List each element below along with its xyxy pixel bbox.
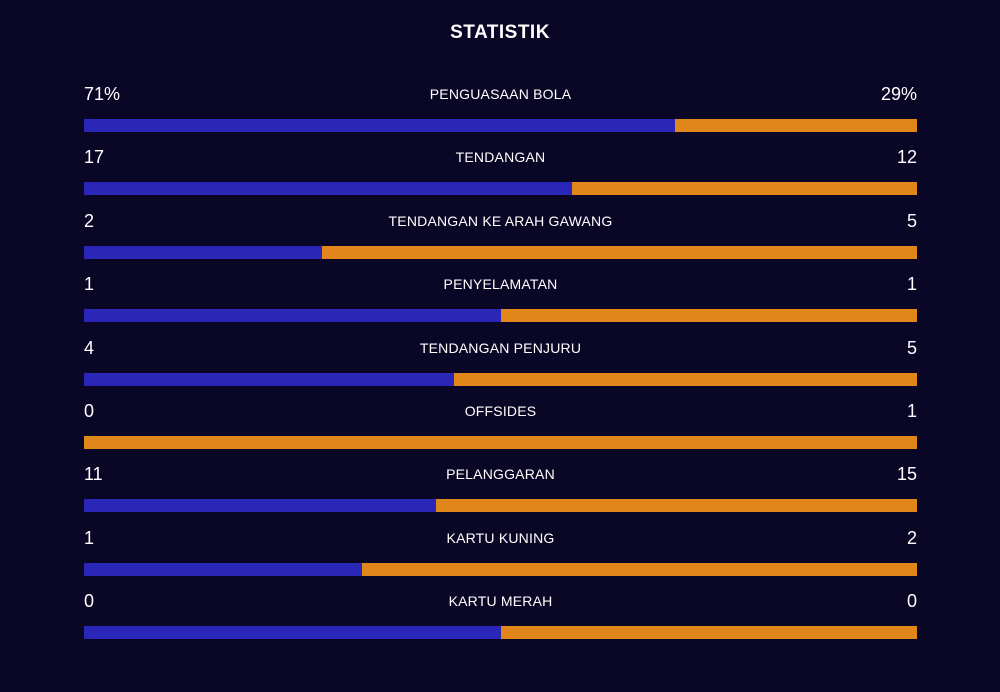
stat-label: PELANGGARAN bbox=[446, 466, 555, 483]
home-value: 1 bbox=[84, 527, 95, 548]
stat-row: 1 KARTU KUNING 2 bbox=[84, 524, 917, 587]
away-value: 0 bbox=[906, 591, 917, 612]
stat-bar bbox=[84, 499, 917, 513]
stat-label: OFFSIDES bbox=[464, 402, 537, 419]
stat-label: TENDANGAN KE ARAH GAWANG bbox=[388, 212, 613, 229]
away-bar-segment bbox=[361, 562, 917, 576]
home-bar-segment bbox=[84, 499, 437, 513]
away-bar-segment bbox=[454, 372, 917, 386]
stat-row: 71% PENGUASAAN BOLA 29% bbox=[84, 80, 917, 143]
stat-row: 4 TENDANGAN PENJURU 5 bbox=[84, 334, 917, 397]
stat-bar bbox=[84, 372, 917, 386]
home-bar-segment bbox=[84, 182, 573, 196]
away-bar-segment bbox=[436, 499, 917, 513]
stat-row: 1 PENYELAMATAN 1 bbox=[84, 270, 917, 333]
stat-label: KARTU KUNING bbox=[446, 529, 555, 546]
away-bar-segment bbox=[675, 119, 917, 132]
page-title: STATISTIK bbox=[450, 22, 550, 43]
home-bar-segment bbox=[84, 372, 455, 386]
home-bar-segment bbox=[84, 119, 676, 132]
away-value: 1 bbox=[906, 400, 917, 421]
home-bar-segment bbox=[84, 245, 322, 259]
stat-bar bbox=[84, 245, 917, 259]
stat-row: 0 OFFSIDES 1 bbox=[84, 397, 917, 460]
home-bar-segment bbox=[84, 309, 501, 323]
home-bar-segment bbox=[84, 562, 362, 576]
stat-row: 17 TENDANGAN 12 bbox=[84, 143, 917, 206]
away-value: 2 bbox=[906, 527, 917, 548]
stat-bar bbox=[84, 182, 917, 196]
away-value: 29% bbox=[880, 84, 917, 104]
stat-row: 2 TENDANGAN KE ARAH GAWANG 5 bbox=[84, 207, 917, 270]
home-bar-segment bbox=[84, 626, 501, 640]
home-value: 0 bbox=[84, 591, 95, 612]
home-value: 11 bbox=[84, 464, 103, 485]
home-value: 0 bbox=[84, 400, 95, 421]
stat-bar bbox=[84, 626, 917, 640]
stat-bar bbox=[84, 562, 917, 576]
home-value: 4 bbox=[84, 337, 95, 358]
stat-label: TENDANGAN PENJURU bbox=[419, 339, 582, 356]
stat-label: PENYELAMATAN bbox=[443, 276, 558, 293]
home-value: 1 bbox=[84, 274, 95, 295]
home-value: 17 bbox=[84, 147, 105, 168]
away-bar-segment bbox=[572, 182, 917, 196]
away-bar-segment bbox=[500, 309, 917, 323]
away-value: 5 bbox=[906, 210, 917, 231]
away-value: 12 bbox=[896, 147, 917, 168]
stat-bar bbox=[84, 435, 917, 449]
stats-list: 71% PENGUASAAN BOLA 29% 17 TENDANGAN 12 2 TENDA… bbox=[84, 80, 917, 651]
home-value: 71% bbox=[84, 84, 121, 104]
away-value: 15 bbox=[896, 464, 917, 485]
home-value: 2 bbox=[84, 210, 95, 231]
away-value: 1 bbox=[906, 274, 917, 295]
stat-bar bbox=[84, 309, 917, 323]
away-bar-segment bbox=[322, 245, 917, 259]
stat-label: TENDANGAN bbox=[455, 149, 546, 166]
away-bar-segment bbox=[500, 626, 917, 640]
away-bar-segment bbox=[84, 435, 917, 449]
stat-label: PENGUASAAN BOLA bbox=[429, 86, 572, 102]
stat-label: KARTU MERAH bbox=[448, 593, 553, 610]
stat-row: 0 KARTU MERAH 0 bbox=[84, 587, 917, 650]
stat-row: 11 PELANGGARAN 15 bbox=[84, 460, 917, 523]
away-value: 5 bbox=[906, 337, 917, 358]
stat-bar bbox=[84, 119, 917, 132]
